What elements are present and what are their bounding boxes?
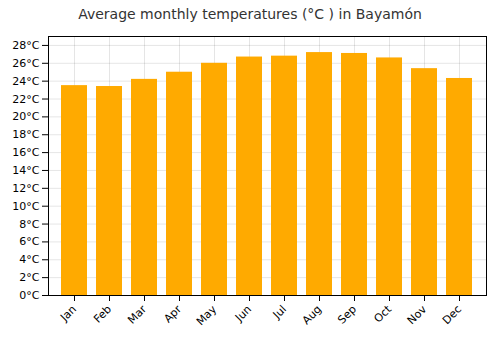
- svg-text:Feb: Feb: [91, 303, 114, 326]
- svg-text:May: May: [194, 302, 220, 328]
- svg-text:16°C: 16°C: [12, 146, 39, 159]
- svg-text:10°C: 10°C: [12, 200, 39, 213]
- svg-text:Jan: Jan: [57, 303, 79, 325]
- svg-text:Dec: Dec: [440, 303, 464, 327]
- svg-text:Mar: Mar: [125, 302, 149, 326]
- svg-text:18°C: 18°C: [12, 128, 39, 141]
- svg-text:26°C: 26°C: [12, 57, 39, 70]
- svg-text:24°C: 24°C: [12, 75, 39, 88]
- svg-text:Nov: Nov: [405, 302, 430, 327]
- svg-text:20°C: 20°C: [12, 110, 39, 123]
- svg-text:28°C: 28°C: [12, 39, 39, 52]
- svg-text:22°C: 22°C: [12, 93, 39, 106]
- html-text:Average monthly temperatures (: Average monthly temperatures (°C ) in Ba…: [78, 6, 422, 22]
- svg-text:6°C: 6°C: [19, 235, 39, 248]
- svg-text:12°C: 12°C: [12, 182, 39, 195]
- svg-text:14°C: 14°C: [12, 164, 39, 177]
- svg-text:Sep: Sep: [335, 303, 359, 327]
- svg-text:Oct: Oct: [371, 302, 394, 325]
- svg-text:4°C: 4°C: [19, 253, 39, 266]
- svg-text:Jul: Jul: [270, 303, 289, 322]
- svg-text:Aug: Aug: [300, 303, 324, 327]
- svg-text:Apr: Apr: [161, 302, 184, 325]
- svg-text:8°C: 8°C: [19, 218, 39, 231]
- svg-text:0°C: 0°C: [19, 289, 39, 302]
- svg-text:Jun: Jun: [232, 303, 254, 325]
- svg-text:2°C: 2°C: [19, 271, 39, 284]
